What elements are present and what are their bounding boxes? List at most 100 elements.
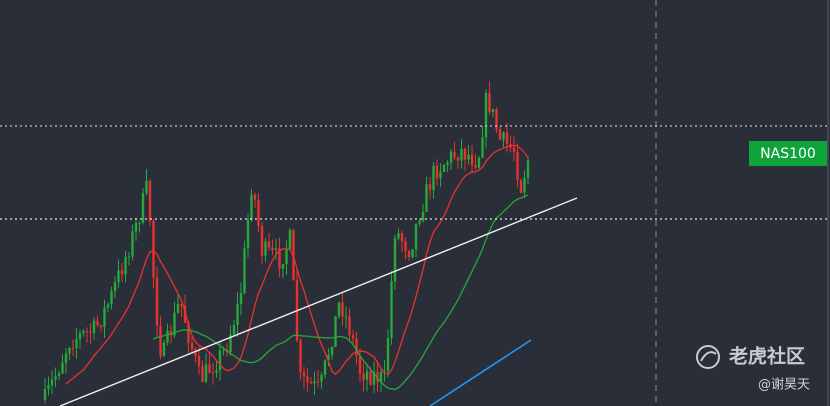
symbol-tag [749, 141, 827, 166]
candle-body [327, 354, 330, 361]
candle-body [288, 229, 292, 250]
candle-body [432, 165, 435, 191]
candle-body [208, 364, 211, 373]
candle-body [117, 270, 120, 283]
candle-body [404, 241, 407, 252]
watermark-icon [700, 351, 717, 362]
candle-body [383, 371, 386, 373]
candle-body [162, 342, 166, 357]
candle-body [316, 381, 320, 383]
candle-body [204, 364, 208, 382]
candle-body [488, 92, 491, 112]
candle-body [159, 325, 162, 357]
candle-body [348, 316, 351, 336]
candle-body [250, 194, 253, 220]
candle-body [442, 164, 446, 172]
candle-body [54, 375, 57, 380]
candle-body [68, 347, 71, 354]
candle-body [106, 304, 110, 308]
candle-body [47, 385, 50, 390]
candle-body [211, 372, 215, 374]
candle-body [446, 162, 449, 165]
candle-body [43, 389, 47, 400]
candle-body [379, 371, 383, 383]
candle-body [194, 349, 197, 356]
candle-body [180, 303, 183, 306]
candle-body [285, 249, 288, 265]
candle-body [334, 316, 337, 347]
candle-body [64, 353, 68, 363]
candle-body [421, 211, 425, 221]
candle-body [218, 350, 222, 371]
candle-body [407, 251, 411, 257]
watermark: 老虎社区 @谢昊天 [696, 345, 810, 393]
watermark-icon [696, 345, 720, 369]
candle-body [414, 223, 418, 250]
candle-body [232, 324, 236, 335]
candle-body [453, 151, 456, 158]
candle-body [498, 129, 502, 140]
candle-body [512, 147, 516, 152]
candle-body [201, 366, 204, 382]
candle-body [362, 373, 365, 380]
candle-body [61, 362, 64, 374]
candle-body [400, 233, 404, 242]
candle-body [96, 320, 99, 326]
candle-body [344, 316, 348, 318]
candle-body [281, 264, 285, 269]
candle-body [516, 151, 519, 181]
candle-body [323, 360, 327, 375]
candle-body [215, 370, 218, 373]
candle-body [484, 92, 488, 138]
candle-body [505, 132, 509, 144]
candle-body [127, 256, 131, 258]
candle-body [355, 338, 358, 356]
candle-body [131, 231, 134, 257]
candle-body [502, 132, 505, 140]
candle-body [372, 372, 376, 385]
candle-body [124, 256, 127, 275]
candle-body [120, 270, 124, 275]
candle-body [75, 339, 78, 349]
candle-body [99, 325, 103, 327]
candle-body [197, 355, 201, 367]
candle-body [278, 248, 281, 269]
candle-body [456, 157, 460, 161]
candle-body [425, 184, 428, 212]
candle-body [435, 165, 439, 179]
candle-body [89, 331, 92, 334]
candle-body [474, 164, 477, 168]
candle-body [526, 160, 530, 178]
candle-body [190, 342, 194, 350]
candle-body [470, 154, 474, 165]
candle-body [393, 238, 397, 282]
candle-body [477, 157, 481, 168]
candle-body [299, 340, 302, 373]
candle-body [50, 379, 54, 386]
candle-body [57, 373, 61, 376]
candle-body [397, 233, 400, 239]
candle-body [341, 302, 344, 317]
candle-body [495, 109, 498, 130]
candle-body [264, 241, 267, 256]
candle-body [390, 281, 393, 338]
candle-body [82, 330, 85, 334]
candle-body [449, 151, 453, 163]
candle-body [306, 376, 309, 383]
candle-body [110, 291, 113, 305]
candle-body [386, 337, 390, 372]
candle-body [243, 248, 246, 293]
candle-body [292, 229, 295, 281]
candle-body [302, 372, 306, 377]
candle-body [267, 241, 271, 248]
moving-average-fast [65, 144, 529, 385]
plot-area [43, 81, 578, 406]
candle-body [92, 320, 96, 334]
candle-body [428, 184, 432, 191]
candle-body [187, 323, 190, 343]
candle-body [246, 219, 250, 249]
candle-body [166, 330, 169, 343]
